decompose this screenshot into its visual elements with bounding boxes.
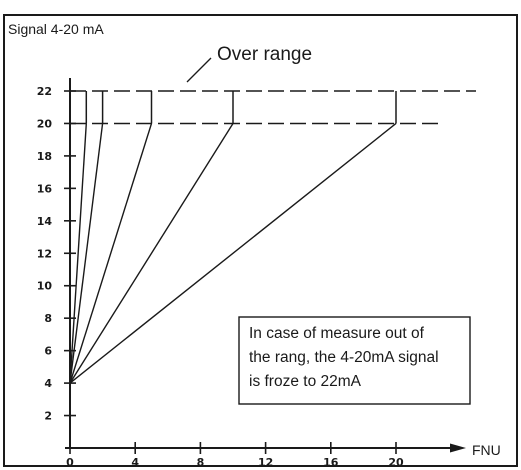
series-line xyxy=(69,122,397,384)
note-line-1: In case of measure out of xyxy=(249,325,425,342)
y-tick-label: 20 xyxy=(37,117,53,130)
x-axis-arrowhead xyxy=(450,443,466,453)
note-line-3: is froze to 22mA xyxy=(249,373,362,390)
x-tick-label: 20 xyxy=(388,456,404,469)
x-tick-label: 8 xyxy=(197,456,205,469)
y-tick-label: 14 xyxy=(37,215,53,228)
y-tick-label: 12 xyxy=(37,247,52,260)
y-tick-label: 22 xyxy=(37,85,52,98)
y-tick-group: 2 4 6 8 10 12 14 16 18 20 22 xyxy=(37,85,76,423)
y-tick-label: 18 xyxy=(37,150,52,163)
y-tick-label: 8 xyxy=(44,312,52,325)
chart-marks xyxy=(69,90,476,384)
note-box: In case of measure out of the rang, the … xyxy=(238,316,471,405)
series-line xyxy=(69,123,153,384)
over-range-label: Over range xyxy=(217,44,312,65)
over-range-leader xyxy=(186,57,212,83)
note-box-frame xyxy=(238,316,471,405)
y-tick-label: 10 xyxy=(37,280,53,293)
y-tick-label: 2 xyxy=(44,410,52,423)
y-tick-label: 4 xyxy=(44,377,52,390)
chart-title: Signal 4-20 mA xyxy=(8,21,104,37)
x-tick-label: 0 xyxy=(66,456,74,469)
note-line-2: the rang, the 4-20mA signal xyxy=(249,349,439,366)
x-tick-group: 0 4 8 12 16 20 xyxy=(66,442,404,469)
x-tick-label: 4 xyxy=(131,456,139,469)
y-tick-label: 6 xyxy=(44,345,52,358)
series-line xyxy=(69,123,104,384)
x-tick-label: 12 xyxy=(258,456,273,469)
x-axis-label: FNU xyxy=(472,442,501,458)
series-line xyxy=(69,123,234,384)
series-line xyxy=(69,123,87,384)
x-tick-label: 16 xyxy=(323,456,339,469)
y-tick-label: 16 xyxy=(37,182,53,195)
